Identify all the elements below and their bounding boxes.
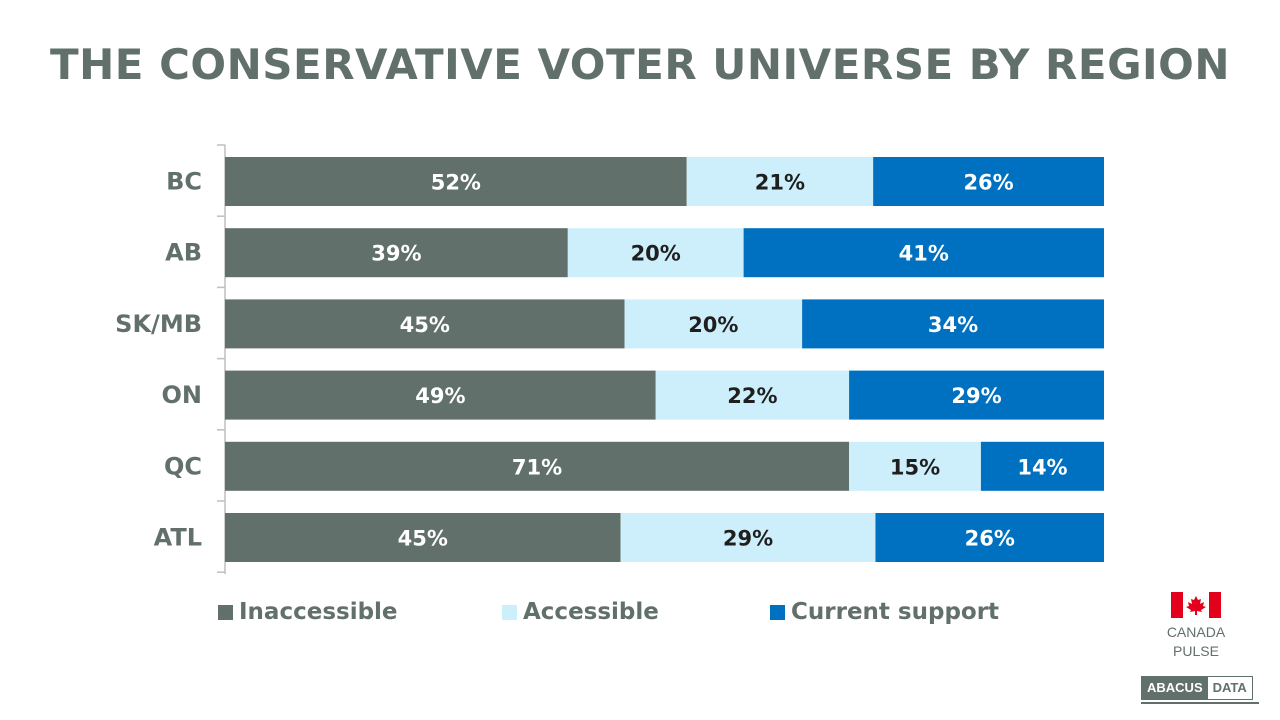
category-label: AB <box>165 239 202 267</box>
abacus-logo-left: ABACUS <box>1142 677 1208 699</box>
bars <box>225 157 1104 562</box>
category-axis: BC AB SK/MB ON QC ATL <box>115 144 226 574</box>
data-label: 45% <box>400 313 450 337</box>
category-label: BC <box>166 168 202 196</box>
bar-segment <box>849 370 1104 420</box>
data-label: 20% <box>688 313 738 337</box>
value-labels: 52% 21% 26% 39% 20% 41% 45% 20% 34% 49% 22% 29% 71% 1… <box>371 171 1067 551</box>
category-label: SK/MB <box>115 310 202 338</box>
data-label: 71% <box>512 455 562 479</box>
legend-item-inaccessible: Inaccessible <box>218 596 398 628</box>
data-label: 41% <box>899 242 949 266</box>
legend-label-current-support: Current support <box>791 599 1000 625</box>
legend-item-current-support: Current support <box>770 596 999 628</box>
bar-segment <box>980 441 1104 491</box>
legend-swatch-inaccessible <box>218 604 233 620</box>
data-label: 14% <box>1017 455 1067 479</box>
data-label: 29% <box>951 384 1001 408</box>
legend-label-inaccessible: Inaccessible <box>239 599 398 625</box>
abacus-logo-right: DATA <box>1207 677 1252 699</box>
data-label: 26% <box>963 171 1013 195</box>
data-label: 49% <box>415 384 465 408</box>
data-label: 45% <box>398 527 448 551</box>
data-label: 22% <box>727 384 777 408</box>
legend-label-accessible: Accessible <box>523 599 659 625</box>
bar-segment <box>686 157 874 206</box>
data-label: 20% <box>631 242 681 266</box>
bar-segment <box>567 228 744 278</box>
bar-segment <box>225 299 625 349</box>
canada-pulse-logo: CANADA PULSE <box>1150 592 1242 661</box>
bar-segment <box>620 513 876 562</box>
abacus-logo-rule <box>1141 702 1259 704</box>
canada-pulse-line1: CANADA <box>1166 624 1226 640</box>
category-label: ATL <box>154 524 202 552</box>
category-label: QC <box>164 452 202 480</box>
bar-segment <box>802 299 1104 349</box>
data-label: 52% <box>431 171 481 195</box>
bar-segment <box>225 441 850 491</box>
bar-segment <box>873 157 1104 206</box>
bar-segment <box>225 228 568 278</box>
data-label: 29% <box>723 527 773 551</box>
data-label: 34% <box>928 313 978 337</box>
data-label: 26% <box>965 527 1015 551</box>
chart-title: THE CONSERVATIVE VOTER UNIVERSE BY REGIO… <box>49 40 1231 89</box>
bar-segment <box>655 370 850 420</box>
bar-segment <box>624 299 803 349</box>
data-label: 15% <box>890 455 940 479</box>
data-label: 39% <box>371 242 421 266</box>
bar-segment <box>743 228 1104 278</box>
canada-flag-icon <box>1171 592 1221 618</box>
bar-segment <box>225 157 687 206</box>
abacus-data-logo: ABACUS DATA <box>1141 676 1253 700</box>
canada-pulse-line2: PULSE <box>1173 643 1219 659</box>
data-label: 21% <box>755 171 805 195</box>
bar-segment <box>225 370 656 420</box>
bar-segment <box>875 513 1104 562</box>
legend-swatch-current-support <box>770 604 785 620</box>
legend-swatch-accessible <box>502 604 517 620</box>
category-label: ON <box>162 381 203 409</box>
bar-segment <box>849 441 981 491</box>
legend-item-accessible: Accessible <box>502 596 659 628</box>
bar-segment <box>225 513 621 562</box>
